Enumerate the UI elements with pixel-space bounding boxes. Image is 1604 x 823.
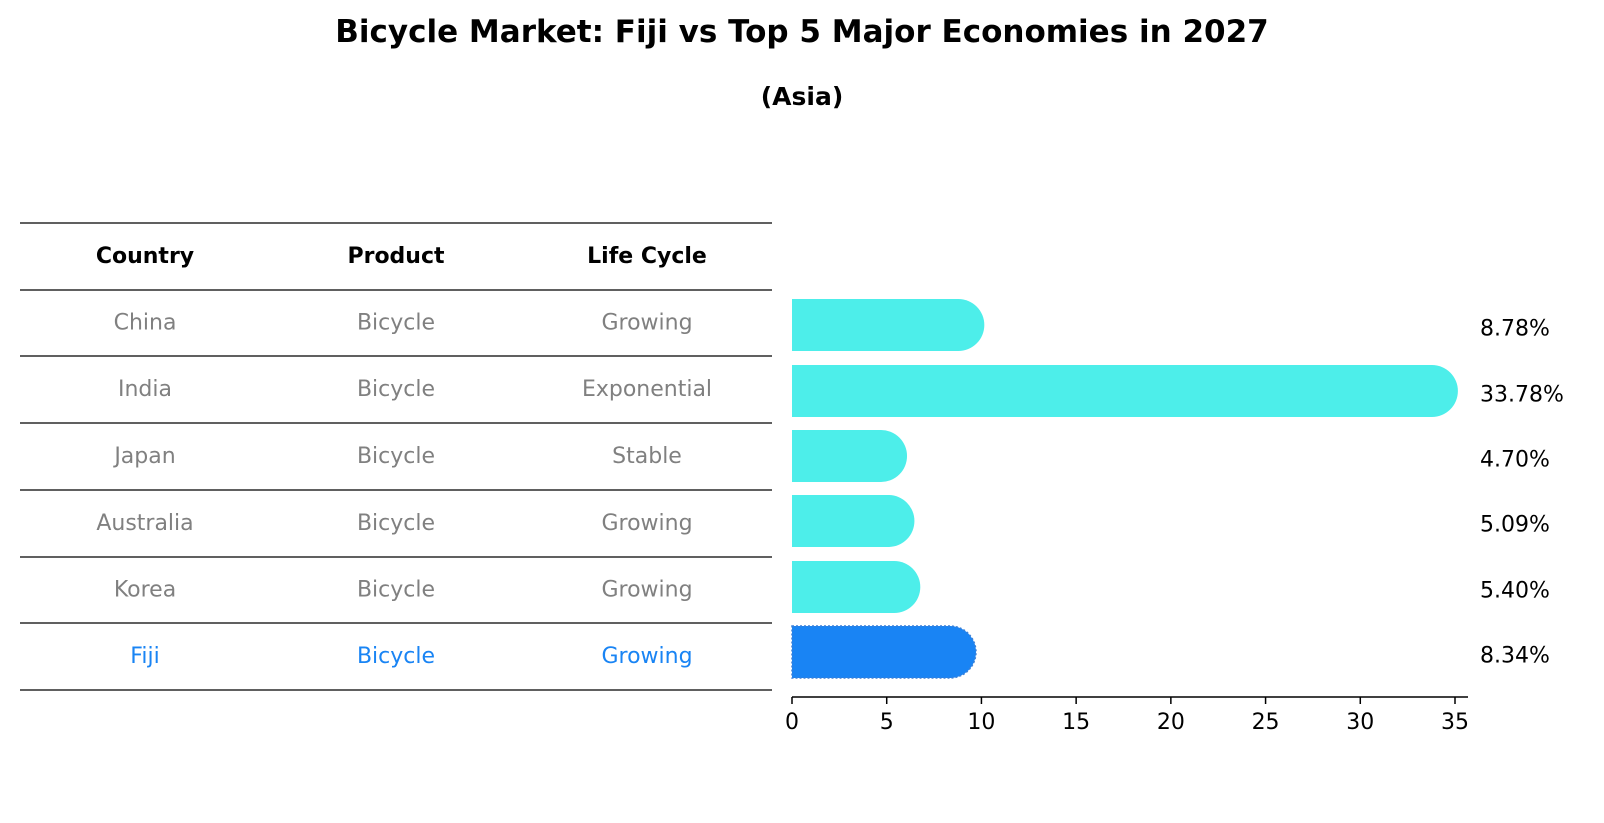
x-tick-label: 0 bbox=[785, 710, 799, 735]
table-cell-country: China bbox=[114, 311, 177, 336]
x-tick-label: 15 bbox=[1062, 710, 1090, 735]
bar-chart: 8.78% 33.78% 4.70% 5.09% 5.40% 8.34% 0 5 10 15 20 2… bbox=[785, 299, 1564, 735]
bar-value-label: 5.40% bbox=[1480, 579, 1550, 604]
x-tick-label: 25 bbox=[1252, 710, 1280, 735]
table-cell-country: Australia bbox=[96, 511, 193, 536]
bar-india bbox=[792, 365, 1458, 417]
chart-subtitle: (Asia) bbox=[760, 82, 844, 111]
bar-fiji bbox=[791, 625, 977, 679]
table-cell-country: Korea bbox=[114, 578, 176, 603]
table-cell-product: Bicycle bbox=[357, 578, 435, 603]
table-header-product: Product bbox=[347, 244, 445, 269]
table-cell-product: Bicycle bbox=[357, 444, 435, 469]
table-cell-product: Bicycle bbox=[357, 644, 435, 669]
bar-value-label: 8.78% bbox=[1480, 317, 1550, 342]
table-cell-life-cycle: Growing bbox=[601, 644, 692, 669]
table-cell-life-cycle: Growing bbox=[601, 511, 692, 536]
bar-value-label: 4.70% bbox=[1480, 448, 1550, 473]
x-tick-label: 30 bbox=[1346, 710, 1374, 735]
table-cell-country: India bbox=[118, 377, 172, 402]
table-cell-life-cycle: Growing bbox=[601, 578, 692, 603]
table-cell-life-cycle: Growing bbox=[601, 311, 692, 336]
table-cell-product: Bicycle bbox=[357, 377, 435, 402]
data-table: Country Product Life Cycle China Bicycle Grow… bbox=[20, 222, 772, 691]
x-tick-label: 20 bbox=[1157, 710, 1185, 735]
bar-australia bbox=[792, 495, 915, 547]
table-header-country: Country bbox=[96, 244, 194, 269]
table-cell-product: Bicycle bbox=[357, 511, 435, 536]
bar-japan bbox=[792, 430, 908, 482]
bar-value-label: 5.09% bbox=[1480, 513, 1550, 538]
table-cell-life-cycle: Exponential bbox=[582, 377, 712, 402]
table-header-life-cycle: Life Cycle bbox=[587, 244, 707, 269]
table-cell-country: Japan bbox=[112, 444, 175, 469]
table-cell-country: Fiji bbox=[130, 644, 159, 669]
x-tick-label: 10 bbox=[967, 710, 995, 735]
table-cell-product: Bicycle bbox=[357, 311, 435, 336]
chart-title: Bicycle Market: Fiji vs Top 5 Major Econ… bbox=[335, 14, 1269, 50]
table-cell-life-cycle: Stable bbox=[612, 444, 682, 469]
bar-value-label: 33.78% bbox=[1480, 383, 1564, 408]
x-tick-label: 35 bbox=[1441, 710, 1469, 735]
x-tick-label: 5 bbox=[880, 710, 894, 735]
bar-china bbox=[792, 299, 985, 351]
bar-value-label: 8.34% bbox=[1480, 644, 1550, 669]
bar-korea bbox=[792, 561, 921, 613]
